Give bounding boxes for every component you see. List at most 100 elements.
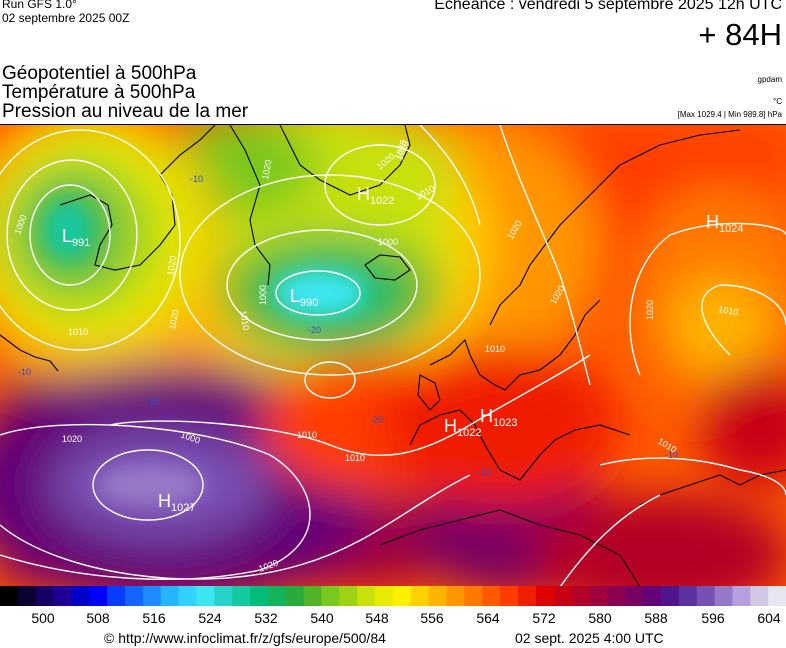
pressure-center: H1022 xyxy=(357,184,394,207)
color-scale-swatch xyxy=(696,586,716,606)
isobar-label: 1020 xyxy=(645,300,655,320)
color-scale-swatch xyxy=(142,586,162,606)
temperature-labels: -10 -20 -10 -20 -10 -10 -10 xyxy=(18,174,678,477)
color-scale-swatch xyxy=(125,586,144,606)
pressure-center: H1027 xyxy=(158,491,195,514)
color-scale-tick-label: 596 xyxy=(701,610,725,626)
color-scale-swatch xyxy=(107,586,126,606)
isobars xyxy=(0,125,786,587)
isobar-label: 1020 xyxy=(167,309,180,330)
footer-generated: 02 sept. 2025 4:00 UTC xyxy=(515,630,664,646)
color-scale-tick-label: 532 xyxy=(254,610,278,626)
title-pressure: Pression au niveau de la mer xyxy=(2,101,249,122)
geopotential-shading xyxy=(0,125,786,587)
isobar-label: 1010 xyxy=(68,327,88,337)
color-scale-tick-label: 556 xyxy=(420,610,444,626)
color-scale-tick-label: 580 xyxy=(588,610,612,626)
color-scale-swatch xyxy=(464,586,483,606)
title-temperature: Température à 500hPa xyxy=(2,82,196,103)
color-scale-swatch xyxy=(660,586,680,606)
pressure-center: L991 xyxy=(62,226,90,249)
pressure-center: H1022 xyxy=(444,416,481,439)
color-scale-swatch xyxy=(232,586,251,606)
run-date: 02 septembre 2025 00Z xyxy=(2,11,130,25)
color-scale-swatch xyxy=(571,586,591,606)
color-scale-swatch xyxy=(89,586,108,606)
isobar-label: 1010 xyxy=(297,430,317,440)
isobar-label: 1020 xyxy=(260,159,273,180)
color-scale-swatch xyxy=(482,586,501,606)
color-scale-swatch xyxy=(160,586,180,606)
pressure-center: L990 xyxy=(290,286,318,309)
color-scale-swatch xyxy=(500,586,519,606)
color-scale-swatch xyxy=(375,586,394,606)
color-scale-swatch xyxy=(53,586,73,606)
lead-time: + 84H xyxy=(698,17,782,52)
isobar-label: 1020 xyxy=(62,434,82,444)
isobar-label: 1010 xyxy=(238,310,251,331)
temperature-label: -10 xyxy=(665,450,678,460)
isobar-label: 1000 xyxy=(378,237,398,247)
color-scale-swatch xyxy=(732,586,751,606)
color-scale-swatch xyxy=(0,586,19,606)
color-scale-swatch xyxy=(714,586,734,606)
color-scale-tick-label: 548 xyxy=(365,610,389,626)
temperature-label: -10 xyxy=(190,174,203,184)
pressure-center: H1024 xyxy=(706,212,743,235)
color-scale-swatch xyxy=(428,586,448,606)
isobar-label: 1010 xyxy=(485,344,505,354)
color-scale-swatch xyxy=(35,586,55,606)
color-scale-swatch xyxy=(267,586,287,606)
isobar-label: 1010 xyxy=(345,453,365,463)
echeance-label: Echéance : vendredi 5 septembre 2025 12h… xyxy=(434,0,782,13)
color-scale-swatch xyxy=(589,586,608,606)
color-scale-tick-label: 500 xyxy=(31,610,55,626)
color-scale-swatch xyxy=(178,586,198,606)
color-scale-swatch xyxy=(250,586,269,606)
unit-temperature: °C xyxy=(773,97,782,106)
title-geopotential: Géopotentiel à 500hPa xyxy=(2,63,197,84)
color-scale-swatch xyxy=(678,586,698,606)
color-scale-swatch xyxy=(357,586,376,606)
color-scale-swatch xyxy=(214,586,233,606)
pressure-center: H1023 xyxy=(480,406,517,429)
color-scale-tick-label: 524 xyxy=(198,610,222,626)
color-scale-swatch xyxy=(321,586,341,606)
color-scale-tick-label: 516 xyxy=(142,610,166,626)
isobar-label: 1020 xyxy=(165,255,178,276)
color-scale-swatch xyxy=(71,586,90,606)
temperature-label: -20 xyxy=(308,325,321,335)
color-scale-swatch xyxy=(643,586,662,606)
color-scale-swatch xyxy=(553,586,573,606)
color-scale-tick-label: 508 xyxy=(86,610,110,626)
color-scale-tick-label: 572 xyxy=(532,610,556,626)
color-scale-swatch xyxy=(17,586,37,606)
color-scale-swatch xyxy=(393,586,412,606)
coastlines xyxy=(0,125,786,587)
isobar-label: 1010 xyxy=(718,304,739,317)
color-scale-swatch xyxy=(768,586,786,606)
pressure-range: [Max 1029.4 | Min 989.8] hPa xyxy=(677,110,782,119)
temperature-label: -10 xyxy=(146,397,159,407)
color-scale-swatch xyxy=(303,586,323,606)
color-scale-swatch xyxy=(196,586,215,606)
temperature-label: -20 xyxy=(370,415,383,425)
color-scale-swatch xyxy=(518,586,537,606)
color-scale-swatch xyxy=(446,586,466,606)
color-scale-tick-label: 588 xyxy=(644,610,668,626)
run-label: Run GFS 1.0° xyxy=(2,0,77,11)
color-scale-swatch xyxy=(607,586,626,606)
temperature-label: -10 xyxy=(478,467,491,477)
color-scale-bar xyxy=(0,586,786,606)
footer-url: © http://www.infoclimat.fr/z/gfs/europe/… xyxy=(104,630,386,646)
color-scale-swatch xyxy=(625,586,644,606)
color-scale-tick-label: 540 xyxy=(310,610,334,626)
color-scale-tick-label: 564 xyxy=(476,610,500,626)
unit-geopotential: gpdam xyxy=(757,75,782,84)
color-scale-swatch xyxy=(750,586,769,606)
color-scale-swatch xyxy=(535,586,555,606)
temperature-label: -10 xyxy=(18,367,31,377)
